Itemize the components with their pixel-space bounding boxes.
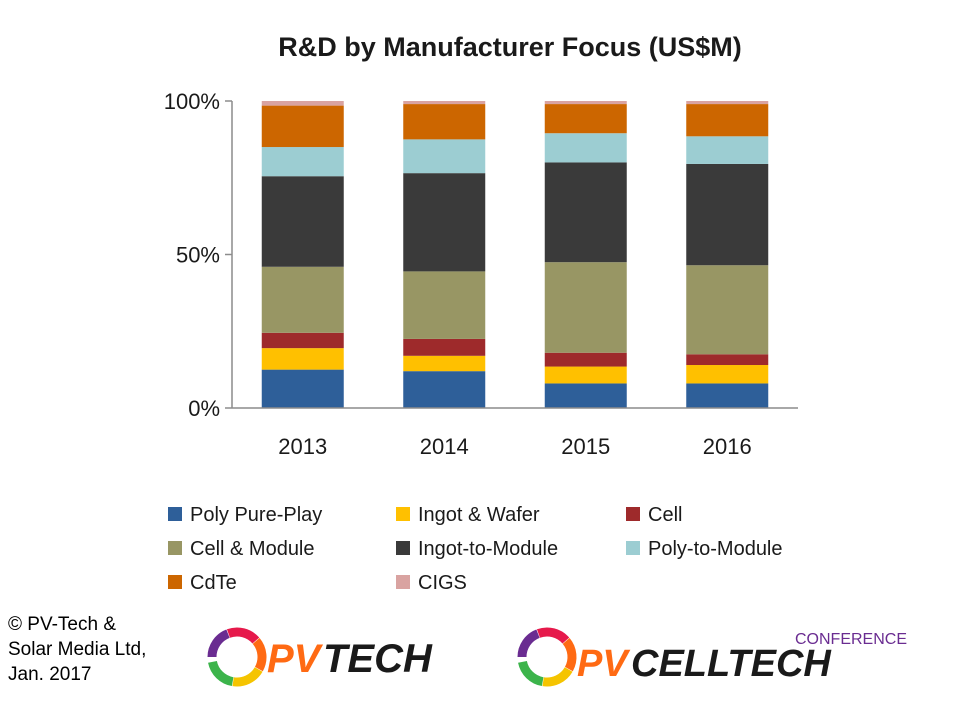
legend-swatch [396, 575, 410, 589]
bar-segment [261, 176, 344, 267]
legend-swatch [396, 507, 410, 521]
bar-segment [403, 101, 486, 105]
legend-label: Ingot & Wafer [418, 504, 540, 526]
bar-segment [686, 354, 769, 366]
bar-segment [544, 383, 627, 408]
bar-segment [261, 105, 344, 148]
pvtech-logo-ring-icon [207, 627, 267, 687]
legend-swatch [168, 575, 182, 589]
bars-group [261, 101, 769, 408]
legend-label: Ingot-to-Module [418, 538, 558, 560]
pvtech-logo-tech: TECH [323, 637, 433, 681]
bar-segment [544, 352, 627, 367]
copyright-line-2: Solar Media Ltd, [8, 639, 147, 660]
x-tick-label: 2016 [703, 434, 752, 459]
bar-segment [403, 355, 486, 372]
legend-label: Poly-to-Module [648, 538, 783, 560]
pvtech-logo: PV TECH [207, 627, 433, 687]
copyright-footer: © PV-Tech & Solar Media Ltd, Jan. 2017 [8, 612, 188, 687]
bar-segment [686, 163, 769, 266]
bar-segment [686, 365, 769, 384]
legend-label: Poly Pure-Play [190, 504, 322, 526]
bar-segment [686, 101, 769, 105]
bar-segment [403, 271, 486, 339]
legend-item: Cell [626, 504, 682, 526]
bar-segment [261, 332, 344, 349]
legend-item: Poly Pure-Play [168, 504, 322, 526]
bar-segment [403, 371, 486, 408]
legend-label: CdTe [190, 572, 237, 594]
pvcelltech-logo-ring-icon [517, 627, 577, 687]
bar-segment [261, 348, 344, 370]
x-tick-label: 2013 [278, 434, 327, 459]
bar-segment [686, 104, 769, 137]
pvcelltech-logo: CONFERENCE PV CELLTECH [517, 627, 907, 687]
bar-segment [686, 136, 769, 164]
x-axis: 2013 2014 2015 2016 [232, 407, 798, 459]
legend-item: Cell & Module [168, 538, 315, 560]
legend-label: CIGS [418, 572, 467, 594]
pvcelltech-logo-pv: PV [577, 643, 630, 685]
legend-item: CIGS [396, 572, 467, 594]
legend: Poly Pure-Play Ingot & Wafer Cell Cell & Mo… [168, 504, 783, 594]
legend-item: CdTe [168, 572, 237, 594]
bar-segment [544, 162, 627, 263]
legend-swatch [396, 541, 410, 555]
bar-segment [544, 133, 627, 163]
x-tick-label: 2014 [420, 434, 469, 459]
pvcelltech-logo-conference: CONFERENCE [795, 631, 907, 648]
legend-label: Cell & Module [190, 538, 315, 560]
copyright-line-3: Jan. 2017 [8, 664, 92, 685]
legend-swatch [626, 507, 640, 521]
bar-segment [403, 104, 486, 140]
legend-item: Ingot-to-Module [396, 538, 558, 560]
copyright-line-1: © PV-Tech & [8, 614, 116, 635]
pvtech-logo-pv: PV [267, 637, 324, 681]
bar-segment [544, 366, 627, 384]
bar-segment [261, 101, 344, 106]
bar-segment [403, 338, 486, 356]
y-tick-label: 0% [188, 396, 220, 421]
y-axis: 0% 50% 100% [164, 89, 233, 421]
bar-segment [403, 139, 486, 174]
bar-segment [686, 265, 769, 355]
bar-segment [544, 262, 627, 353]
bar-segment [261, 266, 344, 333]
legend-item: Ingot & Wafer [396, 504, 540, 526]
y-tick-label: 50% [176, 243, 220, 268]
bar-segment [544, 101, 627, 105]
bar-segment [544, 104, 627, 134]
legend-label: Cell [648, 504, 682, 526]
chart-title: R&D by Manufacturer Focus (US$M) [278, 32, 742, 62]
legend-item: Poly-to-Module [626, 538, 783, 560]
legend-swatch [168, 507, 182, 521]
bar-segment [686, 383, 769, 408]
stacked-bar-chart: R&D by Manufacturer Focus (US$M) 0% 50% 10… [164, 32, 798, 594]
bar-segment [261, 369, 344, 408]
bar-segment [403, 173, 486, 272]
pvcelltech-logo-celltech: CELLTECH [631, 643, 832, 685]
bar-segment [261, 147, 344, 177]
legend-swatch [168, 541, 182, 555]
legend-swatch [626, 541, 640, 555]
y-tick-label: 100% [164, 89, 220, 114]
x-tick-label: 2015 [561, 434, 610, 459]
